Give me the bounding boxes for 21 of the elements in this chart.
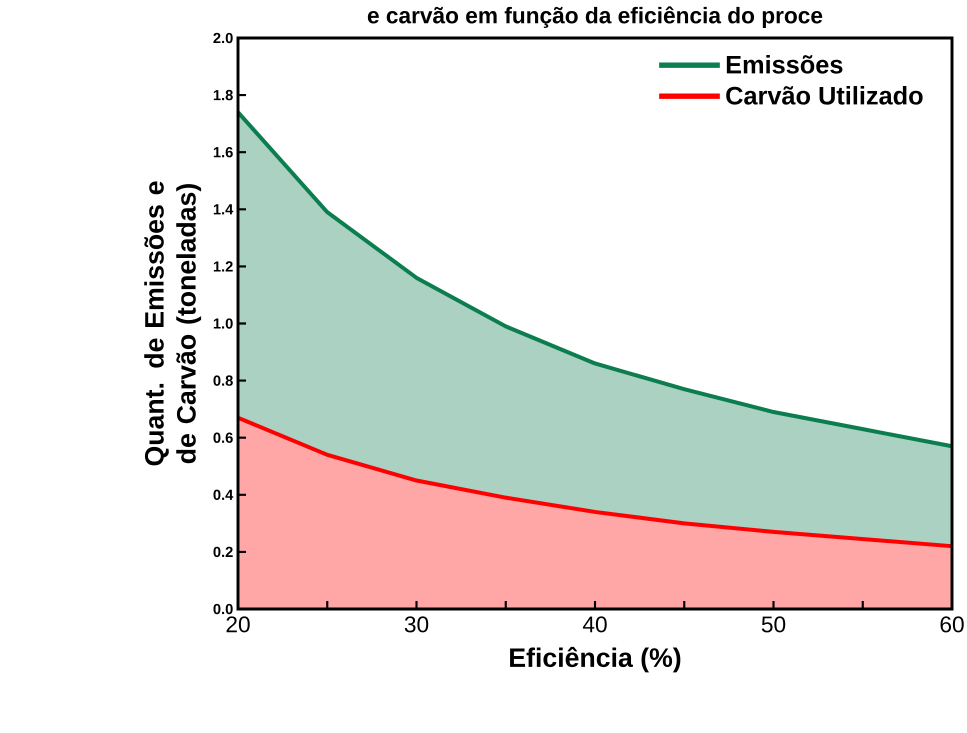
- y-tick-label: 0.4: [213, 490, 234, 500]
- y-tick-label: 0.8: [213, 375, 233, 386]
- x-axis-title: Eficiência (%): [510, 646, 680, 672]
- y-tick-label: 1.2: [214, 261, 233, 272]
- y-tick-label: 1.8: [214, 90, 233, 100]
- x-tick-label: 40: [582, 616, 607, 632]
- y-tick-label: 2.0: [213, 32, 233, 44]
- y-tick-label: 0.6: [213, 432, 233, 443]
- y-tick-label: 1.6: [214, 147, 233, 158]
- y-tick-label: 1.0: [214, 318, 233, 329]
- x-tick-label: 50: [762, 616, 786, 632]
- y-tick-label: 0.2: [213, 546, 233, 558]
- x-tick-label: 20: [226, 616, 250, 632]
- x-tick-label: 30: [404, 616, 428, 632]
- legend-label: Carvão Utilizado: [726, 86, 923, 105]
- chart-title: e carvão em função da eficiência do proce: [368, 6, 822, 28]
- y-tick-label: 1.4: [214, 204, 234, 214]
- y-tick-label: 0.0: [213, 604, 233, 614]
- y-axis-title: Quant. de Emissões e de Carvão (toneladas): [144, 181, 202, 466]
- x-tick-label: 60: [940, 616, 964, 632]
- legend-label: Emissões: [726, 55, 842, 74]
